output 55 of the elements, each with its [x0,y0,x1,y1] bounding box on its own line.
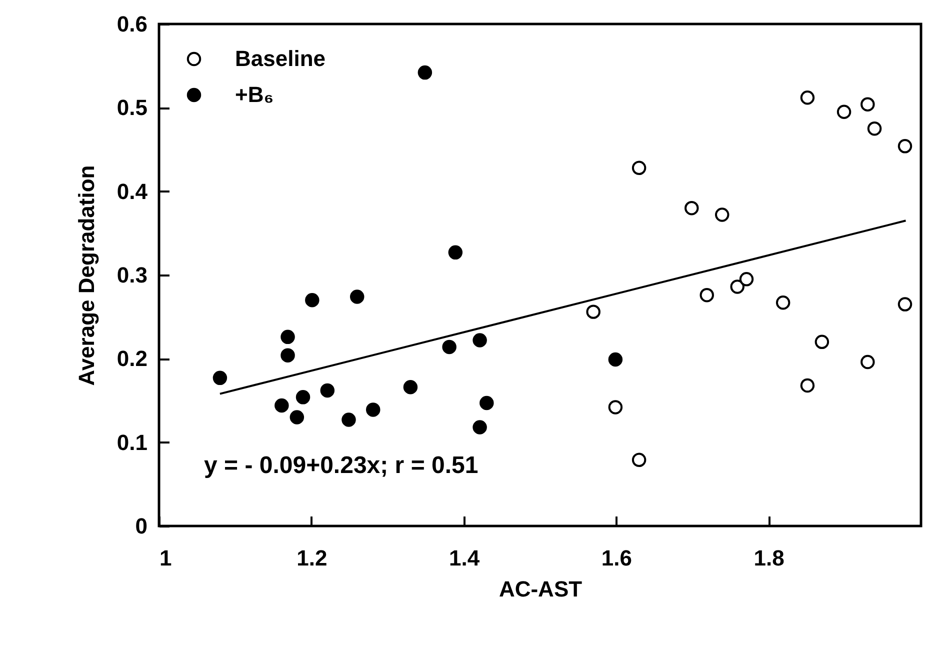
point [290,410,304,424]
x-axis-title: AC-AST [498,576,583,602]
x-tick-label: 1.6 [601,546,632,570]
point [296,390,310,404]
point [342,412,356,427]
point [860,354,875,370]
point [860,97,875,112]
point [608,400,623,414]
point [280,348,295,362]
y-axis-title: Average Degradation [74,165,99,386]
legend-label: +B₆ [235,82,274,107]
annotation: y = - 0.09+0.23x; r = 0.51 [204,452,478,479]
point [608,352,623,367]
point [800,378,815,393]
point [800,90,815,105]
x-tick-label: 1.2 [296,546,328,570]
point [442,340,456,354]
y-tick-label: 0.5 [116,95,148,120]
point [274,398,289,413]
point [305,292,320,308]
x-tick-label: 1.4 [449,546,480,570]
point [586,304,600,319]
point [776,296,790,310]
point [814,334,830,350]
y-tick-label: 0.2 [116,346,148,372]
x-tick-label: 1.8 [754,546,784,570]
x-tick-label: 1 [160,546,172,570]
y-tick-label: 0.6 [116,12,148,36]
point [632,452,646,468]
point [836,104,852,119]
point [472,333,487,348]
point [320,383,335,398]
y-tick-label: 0.3 [116,262,148,288]
point [472,420,487,434]
point [898,139,912,154]
point [898,297,912,312]
point [480,396,494,410]
point [684,200,699,216]
point [714,208,730,222]
point [448,245,463,260]
y-tick-label: 0 [135,514,148,538]
point [280,330,295,344]
point [350,290,364,304]
point [212,370,228,386]
point [418,65,432,80]
point [730,280,744,294]
legend-label: Baseline [235,46,326,71]
point [739,272,754,286]
point [700,288,714,302]
point [403,380,418,394]
point [366,402,380,417]
y-tick-label: 0.1 [116,430,148,455]
point [632,160,646,176]
point [867,121,882,136]
y-tick-label: 0.4 [116,178,148,204]
